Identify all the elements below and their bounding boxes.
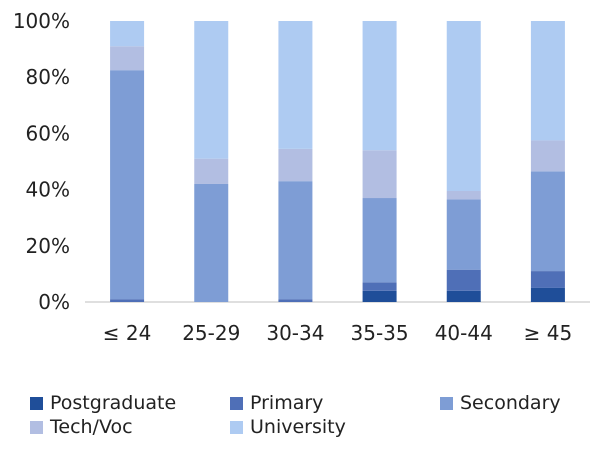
y-tick-label: 40% [26,178,70,202]
bar-segment-university [530,21,565,141]
bar-segment-university [362,21,397,151]
bar-segment-university [446,21,481,192]
bar-stack [110,21,145,302]
bars [110,21,565,302]
legend-swatch [440,396,453,410]
x-tick-label: 30-34 [266,321,324,345]
y-tick-label: 20% [26,234,70,258]
bar-segment-primary [530,271,565,288]
bar-stack [194,21,229,302]
legend-label: Primary [250,392,324,414]
bar-segment-university [110,21,145,47]
x-tick-label: 35-35 [351,321,409,345]
legend-swatch [230,420,243,434]
legend-label: Secondary [460,392,561,414]
bar-stack [530,21,565,302]
bar-segment-secondary [446,199,481,270]
bar-stack [278,21,313,302]
bar-segment-secondary [278,181,313,300]
bar-segment-tech-voc [530,140,565,172]
legend-swatch [30,420,43,434]
legend-item: Postgraduate [30,392,176,414]
x-tick-label: ≤ 24 [103,321,152,345]
bar-segment-primary [362,282,397,291]
y-axis: 0% 20% 40% 60% 80% 100% [13,9,70,314]
y-tick-label: 0% [38,290,70,314]
legend-item: University [230,416,346,438]
bar-segment-postgraduate [530,287,565,302]
bar-segment-tech-voc [194,158,229,184]
legend-swatch [30,396,43,410]
bar-segment-tech-voc [110,46,145,71]
legend-label: University [250,416,346,438]
bar-segment-tech-voc [362,150,397,199]
bar-segment-primary [278,299,313,302]
legend-label: Tech/Voc [50,416,133,438]
bar-stack [446,21,481,302]
x-tick-label: 40-44 [435,321,493,345]
y-tick-label: 80% [26,65,70,89]
stacked-bar-chart: 0% 20% 40% 60% 80% 100% ≤ 24 25-29 30-34 35-35 40… [13,9,590,345]
y-tick-label: 60% [26,121,70,145]
legend-swatch [230,396,243,410]
bar-stack [362,21,397,302]
bar-segment-tech-voc [278,148,313,182]
bar-segment-primary [446,269,481,291]
bar-segment-secondary [530,171,565,272]
y-tick-label: 100% [13,9,70,33]
legend-item: Primary [230,392,323,414]
bar-segment-postgraduate [362,290,397,302]
bar-segment-secondary [362,198,397,283]
legend-item: Secondary [440,392,561,414]
legend-label: Postgraduate [50,392,177,414]
x-axis: ≤ 24 25-29 30-34 35-35 40-44 ≥ 45 [103,321,572,345]
legend-item: Tech/Voc [30,416,133,438]
bar-segment-tech-voc [446,191,481,200]
bar-segment-university [194,21,229,159]
x-tick-label: ≥ 45 [524,321,573,345]
bar-segment-secondary [110,70,145,300]
bar-segment-primary [110,299,145,302]
x-tick-label: 25-29 [182,321,240,345]
bar-segment-postgraduate [446,290,481,302]
bar-segment-university [278,21,313,149]
bar-segment-secondary [194,183,229,302]
